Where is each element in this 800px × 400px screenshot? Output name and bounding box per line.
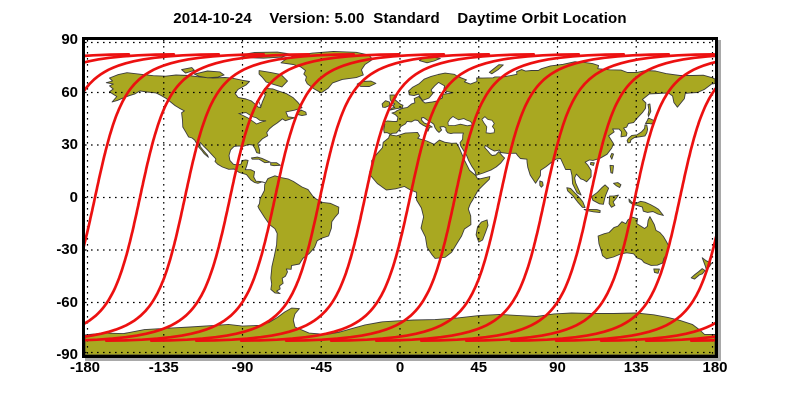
plot-frame bbox=[82, 37, 718, 358]
x-tick-label-180: 180 bbox=[702, 359, 728, 376]
landmass-borneo bbox=[591, 184, 610, 205]
y-tick-label-90: 90 bbox=[61, 31, 78, 48]
landmass-sakhalin bbox=[647, 103, 652, 117]
orbit-track bbox=[284, 52, 626, 342]
landmass-north-america bbox=[105, 72, 303, 184]
landmass-honshu-kyushu bbox=[626, 124, 649, 144]
lake-caspian-sea bbox=[481, 116, 495, 134]
landmass-cuba bbox=[250, 156, 271, 164]
orbit-track bbox=[85, 52, 715, 342]
orbit-track bbox=[104, 52, 446, 342]
landmass-ireland bbox=[381, 100, 390, 108]
landmass-banks-island bbox=[181, 67, 195, 74]
landmass-australia bbox=[597, 216, 670, 266]
landmass-novaya-zemlya bbox=[488, 64, 504, 75]
world-map-lakes bbox=[237, 100, 495, 134]
landmass-south-america bbox=[257, 175, 340, 295]
x-tick-label-90: 90 bbox=[549, 359, 566, 376]
landmass-sumatra bbox=[566, 187, 586, 208]
landmass-madagascar bbox=[475, 219, 489, 243]
x-tick-label--45: -45 bbox=[310, 359, 333, 376]
orbit-track bbox=[85, 52, 715, 342]
landmass-africa bbox=[369, 131, 491, 259]
orbit-track bbox=[85, 52, 715, 342]
landmass-hainan bbox=[589, 162, 595, 166]
landmass-luzon bbox=[609, 164, 614, 174]
landmass-hispaniola bbox=[270, 162, 281, 167]
orbit-track bbox=[85, 52, 715, 342]
landmass-eurasia bbox=[383, 61, 715, 196]
landmass-taiwan bbox=[609, 152, 614, 160]
orbit-track bbox=[85, 52, 715, 342]
lake-black-sea bbox=[447, 116, 474, 127]
y-tick-label--90: -90 bbox=[56, 346, 78, 363]
x-tick-label--135: -135 bbox=[148, 359, 179, 376]
lake-great-lakes bbox=[237, 112, 267, 125]
orbit-track bbox=[85, 52, 715, 342]
orbit-track bbox=[85, 52, 715, 342]
landmass-new-guinea bbox=[628, 198, 664, 216]
y-tick-label-0: 0 bbox=[69, 188, 78, 206]
landmass-new-zealand-south bbox=[690, 268, 706, 280]
y-tick-label--60: -60 bbox=[56, 293, 78, 311]
x-tick-label-135: 135 bbox=[623, 359, 649, 376]
x-tick-label--90: -90 bbox=[231, 359, 254, 376]
orbit-track bbox=[239, 52, 581, 342]
orbit-track bbox=[194, 52, 536, 342]
orbit-track bbox=[329, 52, 671, 342]
world-map-svg bbox=[85, 40, 715, 355]
orbit-track bbox=[85, 52, 715, 342]
landmass-mindanao bbox=[613, 182, 622, 188]
y-tick-label-60: 60 bbox=[61, 83, 78, 101]
landmass-sri-lanka bbox=[539, 180, 544, 188]
y-tick-label--30: -30 bbox=[56, 241, 78, 258]
landmass-newfoundland bbox=[295, 109, 307, 117]
landmass-sulawesi bbox=[608, 194, 619, 208]
plot-title: 2014-10-24 Version: 5.00 Standard Daytim… bbox=[173, 10, 627, 27]
landmass-antarctica bbox=[85, 307, 715, 355]
x-tick-label--180: -180 bbox=[69, 359, 101, 376]
x-tick-label-45: 45 bbox=[470, 359, 488, 376]
x-tick-label-0: 0 bbox=[395, 359, 405, 376]
orbit-tracks bbox=[85, 52, 715, 342]
y-tick-label-30: 30 bbox=[61, 136, 78, 153]
landmass-tasmania bbox=[653, 268, 660, 274]
orbit-track bbox=[149, 52, 491, 342]
landmass-victoria-island bbox=[193, 70, 225, 79]
